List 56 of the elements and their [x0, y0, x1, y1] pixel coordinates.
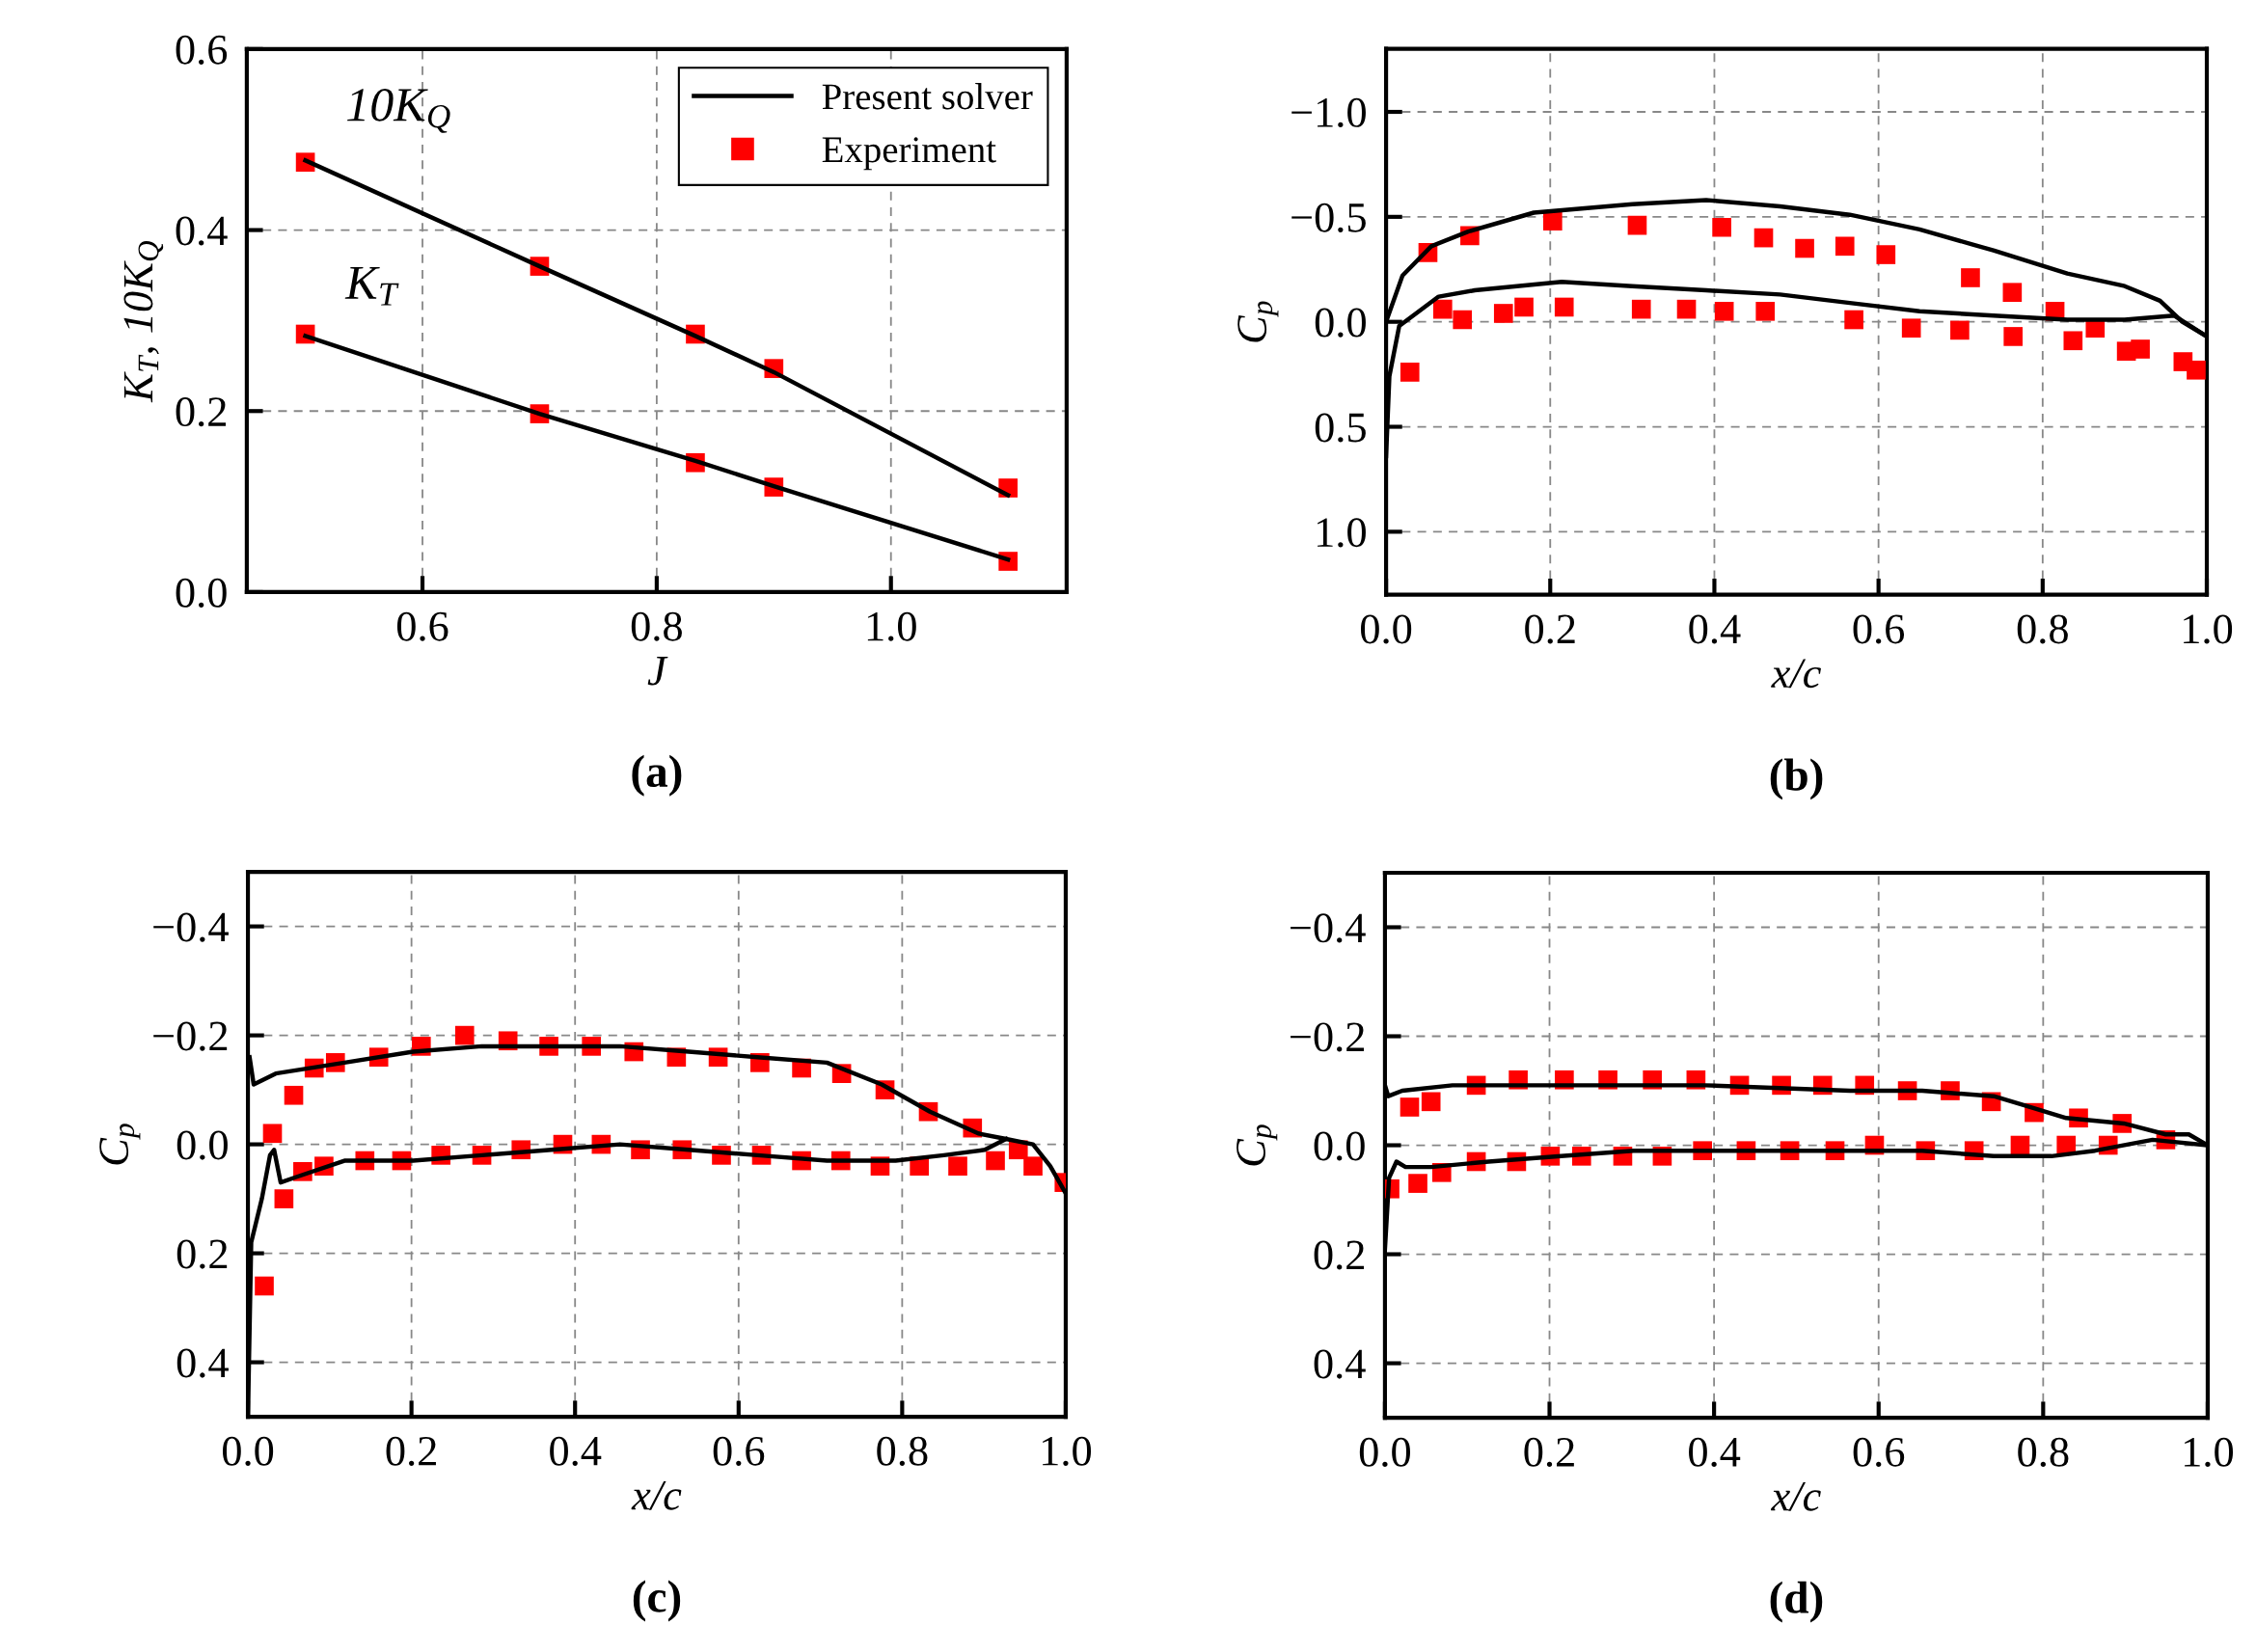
annotation: K$_{T}$	[344, 266, 399, 306]
x-tick-label: 0.4	[1689, 1437, 1741, 1468]
y-tick-label: 0.6	[176, 35, 228, 65]
x-axis-title: x/c	[1771, 659, 1821, 689]
x-tick-label: 1.0	[867, 611, 916, 641]
y-tick-label: 0.4	[1314, 1349, 1366, 1379]
x-tick-label: 1.0	[2185, 1437, 2234, 1468]
y-axis-title: C$_{p}$	[99, 1124, 141, 1165]
legend-label: Present solver	[822, 83, 1033, 110]
y-axis-title: K$_{T}$, 10K$_{Q}$	[123, 240, 164, 403]
x-axis-title: x/c	[1770, 1481, 1821, 1511]
y-tick-label: 0.0	[1314, 1131, 1365, 1161]
y-tick-label: −0.5	[1291, 203, 1366, 232]
text: (d)	[1770, 1581, 1823, 1623]
y-tick-label: 0.4	[176, 216, 228, 246]
x-tick-label: 0.2	[386, 1436, 436, 1466]
x-tick-label: 0.0	[1359, 1437, 1410, 1468]
x-tick-label: 0.6	[1853, 614, 1905, 644]
y-tick-label: 0.2	[176, 397, 226, 427]
x-tick-label: 0.4	[550, 1436, 602, 1466]
y-tick-label: 0.2	[1314, 1240, 1365, 1270]
y-tick-label: −1.0	[1291, 97, 1366, 128]
y-tick-label: 0.0	[176, 578, 227, 608]
y-tick-label: −0.2	[1291, 1022, 1365, 1052]
y-axis-title: C$_{p}$	[1237, 1124, 1278, 1166]
y-tick-label: 0.0	[177, 1130, 228, 1160]
x-tick-label: 0.8	[2017, 614, 2068, 644]
annotation: 10K$_{Q}$	[347, 89, 450, 133]
x-tick-label: 0.6	[713, 1436, 765, 1466]
x-tick-label: 0.0	[1361, 614, 1412, 644]
x-tick-label: 0.6	[1853, 1437, 1905, 1468]
x-tick-label: 0.2	[1524, 1437, 1574, 1468]
x-tick-label: 0.8	[877, 1436, 928, 1466]
x-tick-label: 1.0	[2184, 614, 2233, 644]
x-tick-label: 0.4	[1689, 614, 1741, 644]
x-tick-label: 0.0	[222, 1436, 274, 1466]
y-axis-title: C$_{p}$	[1237, 301, 1279, 342]
y-tick-label: 0.2	[177, 1239, 228, 1269]
y-tick-label: −0.2	[153, 1021, 228, 1051]
y-tick-label: 0.4	[177, 1348, 229, 1378]
legend-label: Experiment	[822, 137, 996, 171]
x-tick-label: 0.8	[631, 611, 682, 641]
y-tick-label: −0.4	[1291, 913, 1366, 943]
x-tick-label: 0.2	[1525, 614, 1575, 644]
y-tick-label: 0.5	[1315, 413, 1366, 443]
text: (c)	[633, 1580, 681, 1622]
x-axis-title: J	[647, 656, 668, 686]
x-tick-label: 0.6	[396, 611, 448, 641]
y-tick-label: 0.0	[1315, 308, 1366, 338]
x-tick-label: 1.0	[1043, 1436, 1092, 1466]
text: (b)	[1770, 758, 1823, 800]
y-tick-label: −0.4	[153, 912, 229, 942]
y-tick-label: 1.0	[1317, 518, 1366, 548]
text: (a)	[632, 754, 682, 797]
x-axis-title: x/c	[631, 1480, 682, 1510]
x-tick-label: 0.8	[2018, 1437, 2069, 1468]
